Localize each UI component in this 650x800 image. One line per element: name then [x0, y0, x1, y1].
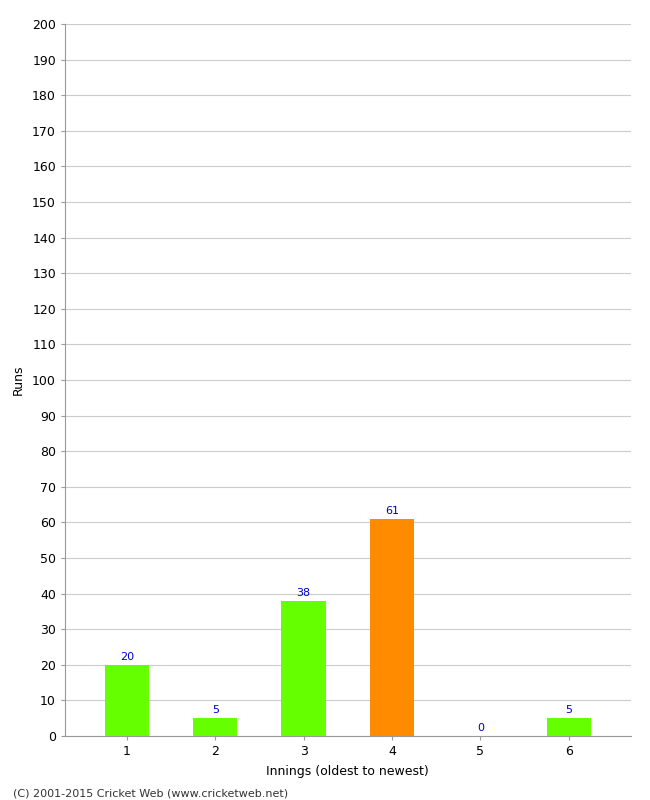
Bar [547, 718, 591, 736]
Bar [370, 519, 414, 736]
Text: 38: 38 [296, 588, 311, 598]
Y-axis label: Runs: Runs [12, 365, 25, 395]
Text: 5: 5 [212, 706, 218, 715]
Text: 0: 0 [477, 723, 484, 733]
Bar [193, 718, 237, 736]
Text: 5: 5 [565, 706, 572, 715]
Text: 61: 61 [385, 506, 399, 516]
Text: (C) 2001-2015 Cricket Web (www.cricketweb.net): (C) 2001-2015 Cricket Web (www.cricketwe… [13, 788, 288, 798]
Bar [281, 601, 326, 736]
Text: 20: 20 [120, 652, 134, 662]
X-axis label: Innings (oldest to newest): Innings (oldest to newest) [266, 765, 429, 778]
Bar [105, 665, 149, 736]
